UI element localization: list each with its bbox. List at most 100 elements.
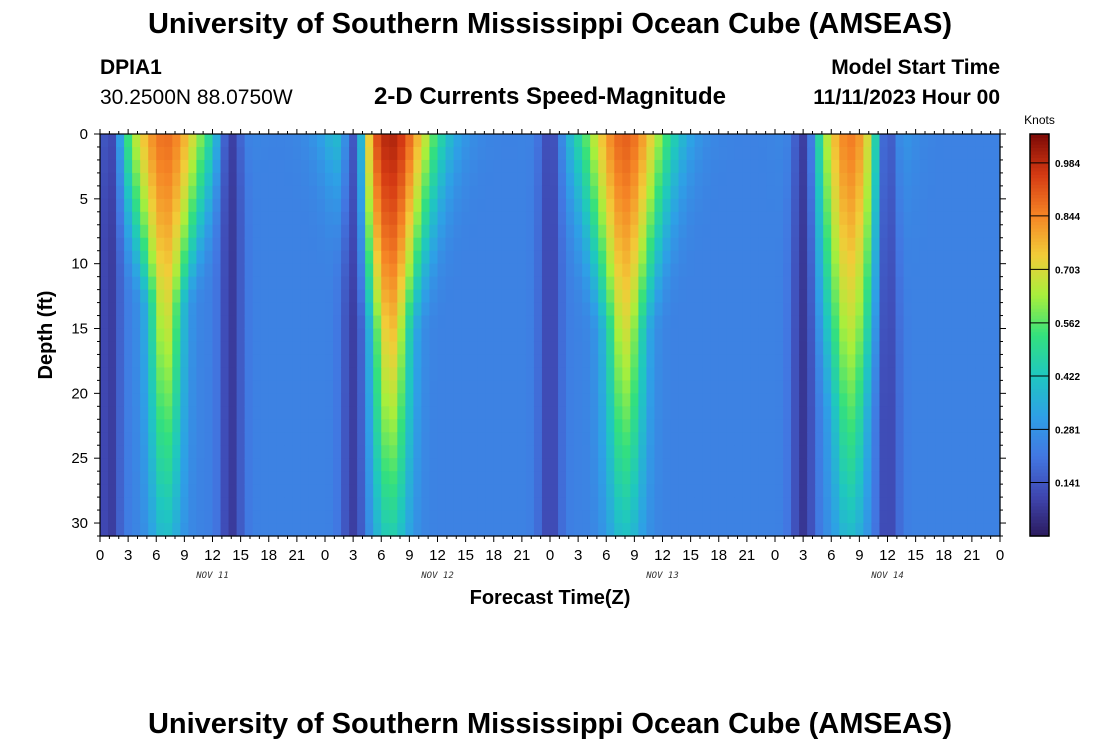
heatmap-cell (517, 302, 527, 317)
heatmap-cell (662, 211, 672, 226)
heatmap-cell (686, 224, 696, 239)
heatmap-cell (461, 523, 471, 537)
heatmap-cell (164, 510, 173, 524)
heatmap-cell (517, 276, 527, 291)
heatmap-cell (975, 445, 985, 459)
heatmap-cell (349, 172, 358, 187)
heatmap-cell (333, 510, 342, 524)
heatmap-cell (413, 237, 423, 252)
heatmap-cell (236, 445, 246, 459)
heatmap-cell (365, 211, 374, 226)
heatmap-cell (815, 471, 824, 485)
heatmap-cell (871, 380, 881, 394)
heatmap-cell (373, 263, 382, 278)
heatmap-cell (791, 224, 800, 239)
heatmap-cell (276, 458, 286, 472)
heatmap-cell (220, 315, 230, 330)
heatmap-cell (718, 211, 728, 226)
heatmap-cell (525, 354, 535, 369)
heatmap-cell (630, 211, 639, 226)
heatmap-cell (477, 185, 487, 200)
heatmap-cell (983, 458, 993, 472)
heatmap-cell (662, 341, 672, 356)
x-day-label: NOV 11 (195, 571, 229, 581)
heatmap-cell (742, 315, 752, 330)
heatmap-cell (943, 289, 953, 304)
heatmap-cell (501, 484, 511, 498)
heatmap-cell (943, 263, 953, 278)
heatmap-cell (678, 380, 688, 394)
heatmap-cell (156, 432, 165, 446)
heatmap-cell (116, 134, 125, 148)
heatmap-cell (477, 393, 487, 407)
heatmap-cell (116, 198, 125, 213)
heatmap-cell (172, 510, 181, 524)
colorbar-tick-label: 0.562 (1055, 319, 1080, 330)
heatmap-cell (598, 393, 607, 407)
heatmap-cell (630, 302, 639, 317)
heatmap-cell (702, 224, 712, 239)
heatmap-cell (525, 497, 535, 511)
heatmap-cell (895, 172, 905, 187)
heatmap-cell (469, 185, 479, 200)
heatmap-cell (630, 510, 639, 524)
heatmap-cell (927, 380, 937, 394)
heatmap-cell (485, 341, 495, 356)
heatmap-cell (365, 406, 374, 420)
heatmap-cell (357, 484, 366, 498)
heatmap-cell (541, 497, 551, 511)
heatmap-cell (228, 289, 238, 304)
heatmap-cell (260, 263, 270, 278)
heatmap-cell (180, 471, 189, 485)
heatmap-cell (268, 484, 278, 498)
heatmap-cell (108, 393, 117, 407)
heatmap-cell (116, 211, 125, 226)
heatmap-cell (220, 146, 230, 161)
heatmap-cell (887, 328, 897, 343)
heatmap-cell (879, 224, 889, 239)
heatmap-cell (180, 458, 189, 472)
heatmap-cell (148, 432, 157, 446)
heatmap-cell (622, 146, 631, 161)
heatmap-cell (429, 445, 439, 459)
colorbar-segment (1030, 432, 1049, 437)
heatmap-cell (839, 263, 848, 278)
heatmap-cell (196, 367, 206, 381)
heatmap-cell (212, 185, 222, 200)
heatmap-cell (140, 458, 149, 472)
heatmap-cell (694, 523, 704, 537)
heatmap-cell (509, 134, 519, 148)
heatmap-cell (654, 406, 664, 420)
heatmap-cell (855, 523, 864, 537)
heatmap-cell (855, 341, 864, 356)
heatmap-cell (726, 328, 736, 343)
heatmap-cell (236, 237, 246, 252)
heatmap-cell (108, 445, 117, 459)
heatmap-cell (654, 432, 664, 446)
heatmap-cell (975, 172, 985, 187)
heatmap-cell (485, 393, 495, 407)
heatmap-cell (477, 289, 487, 304)
heatmap-cell (646, 393, 656, 407)
heatmap-cell (164, 419, 173, 433)
heatmap-cell (879, 237, 889, 252)
heatmap-cell (654, 315, 664, 330)
heatmap-cell (598, 432, 607, 446)
heatmap-cell (429, 341, 439, 356)
heatmap-cell (357, 237, 366, 252)
heatmap-cell (983, 328, 993, 343)
heatmap-cell (550, 198, 559, 213)
heatmap-cell (116, 497, 125, 511)
heatmap-cell (750, 523, 760, 537)
heatmap-cell (156, 134, 165, 148)
heatmap-cell (381, 224, 390, 239)
heatmap-cell (365, 497, 374, 511)
heatmap-cell (734, 263, 744, 278)
heatmap-cell (614, 497, 623, 511)
heatmap-cell (919, 159, 929, 174)
heatmap-cell (630, 497, 639, 511)
heatmap-cell (903, 289, 913, 304)
heatmap-cell (566, 406, 575, 420)
heatmap-cell (485, 159, 495, 174)
colorbar-segment (1030, 314, 1049, 319)
